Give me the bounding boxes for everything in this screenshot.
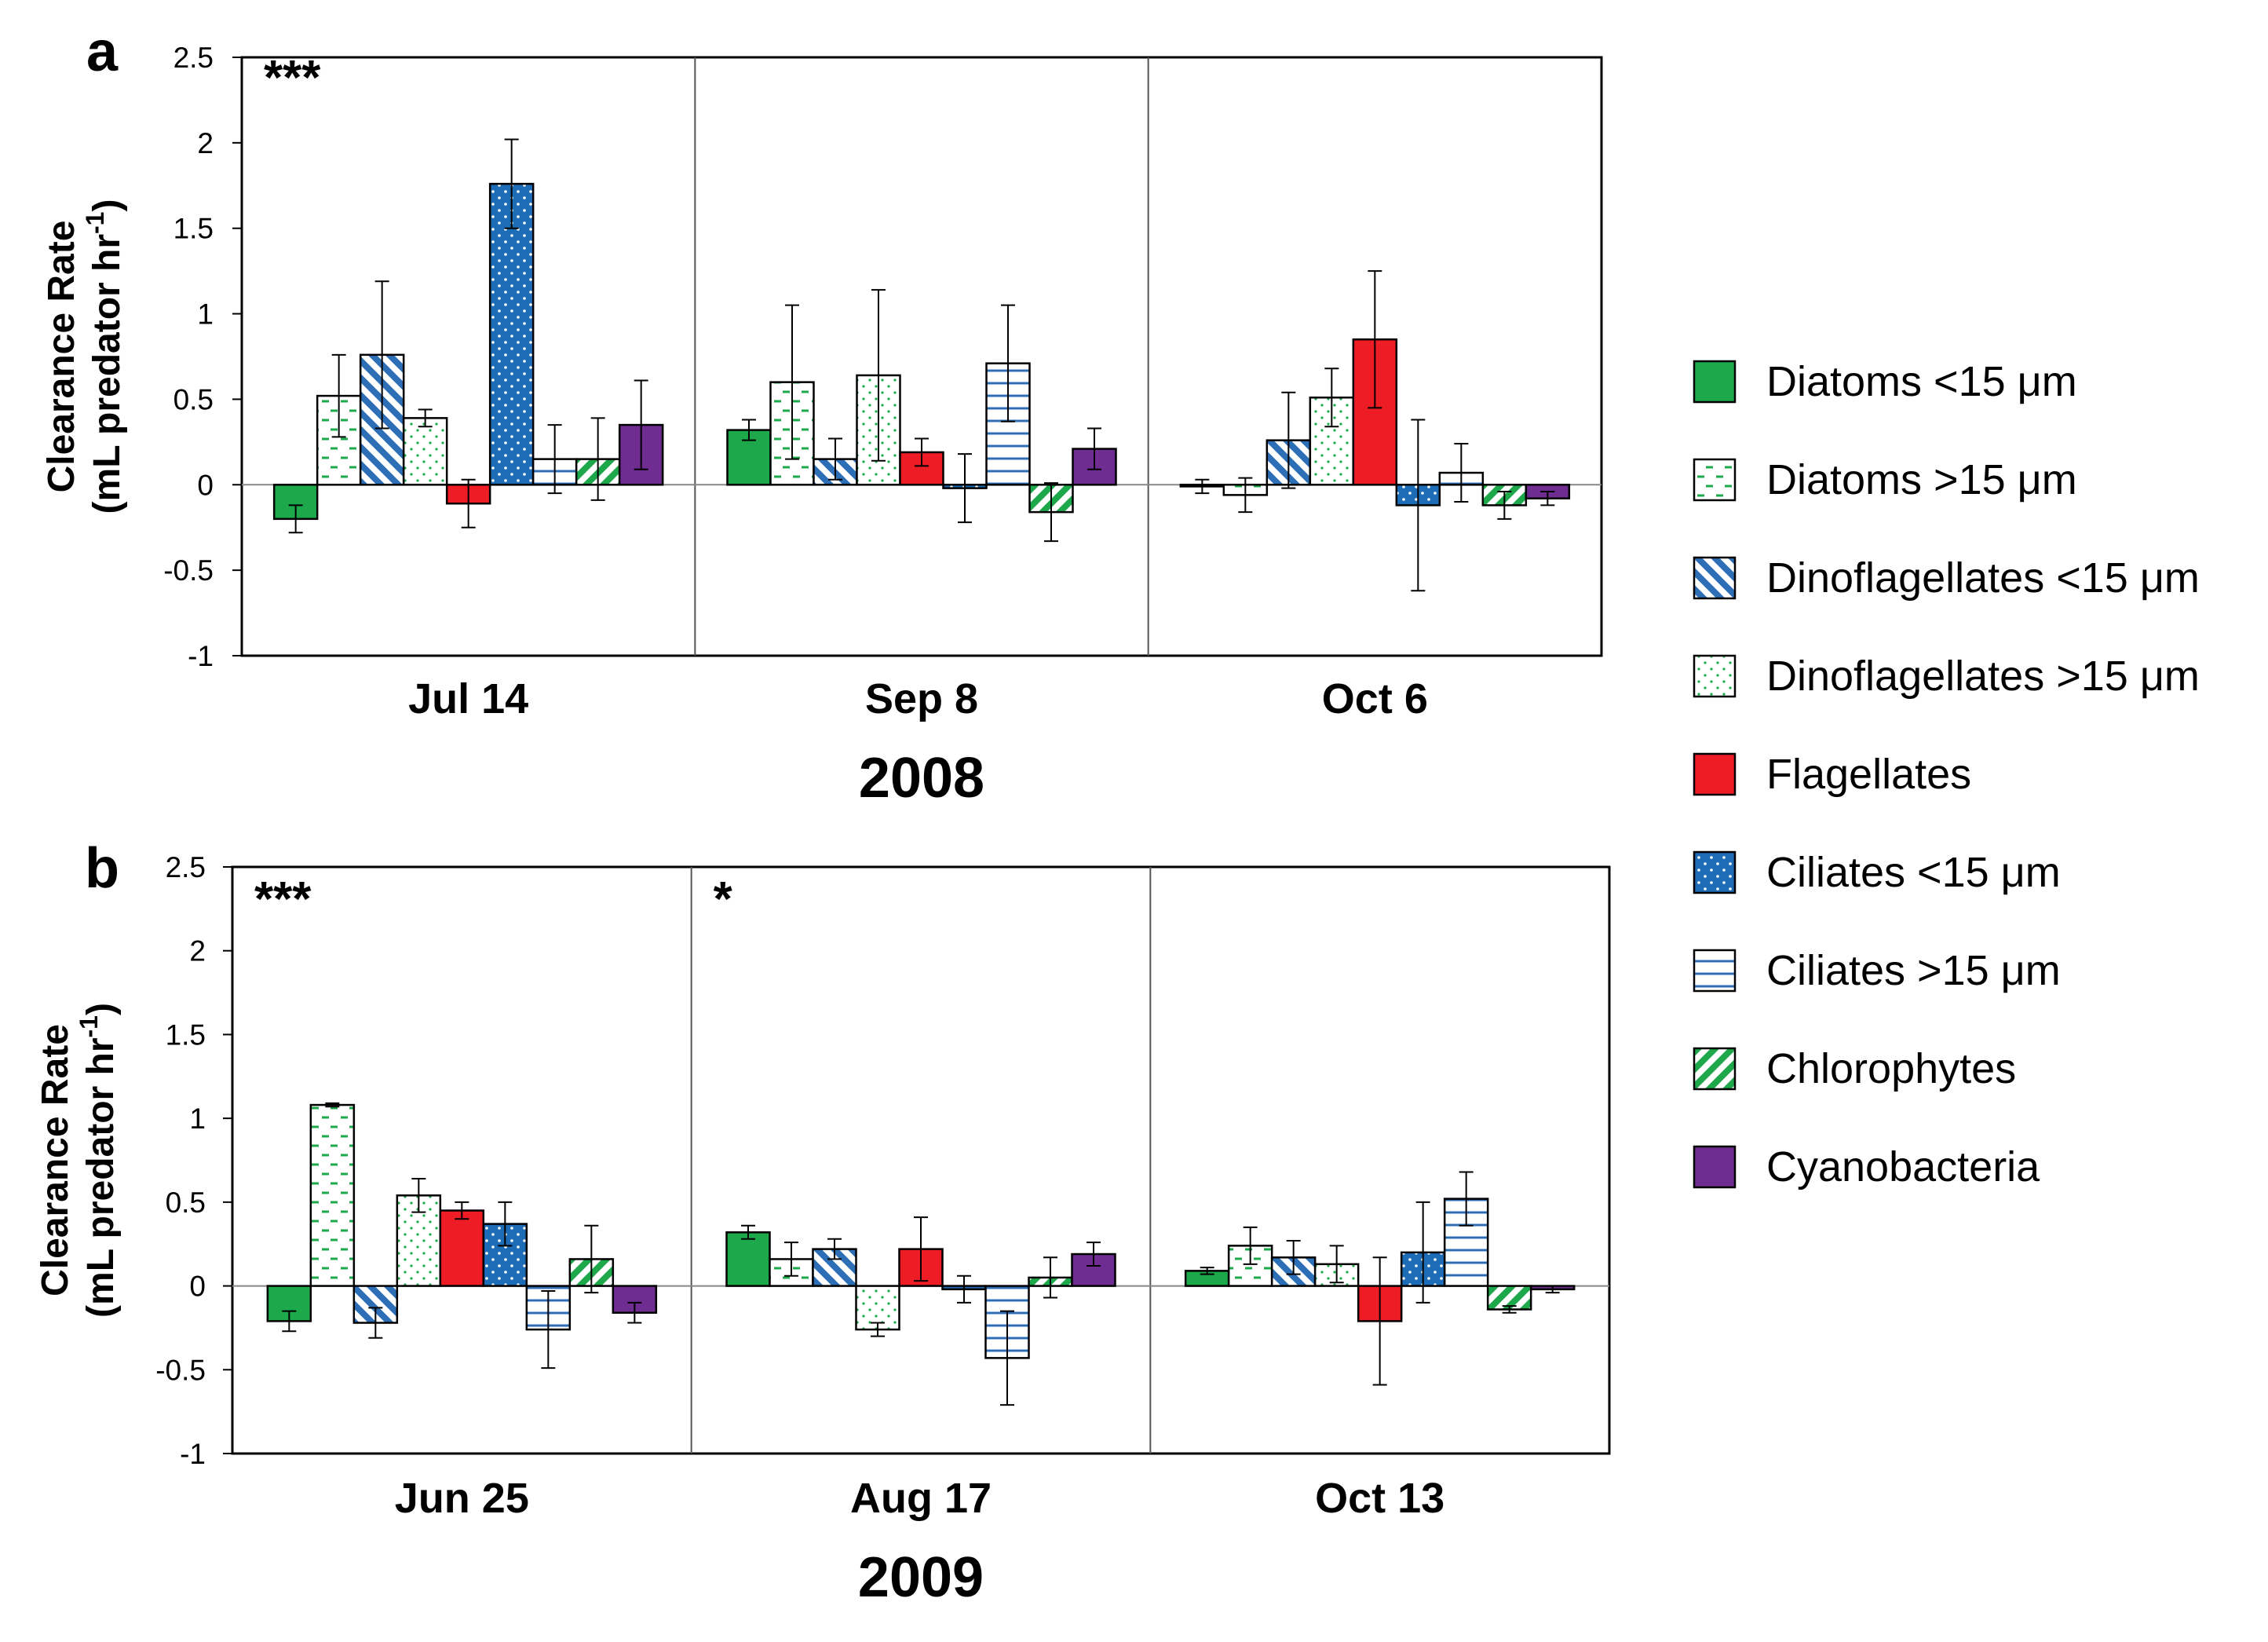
y-tick-label: 1.5 xyxy=(166,1018,206,1051)
legend-label: Flagellates xyxy=(1766,751,1971,798)
date-label: Aug 17 xyxy=(850,1475,992,1522)
legend-item-cyanobacteria: Cyanobacteria xyxy=(1693,1143,2040,1190)
y-tick-label: 1 xyxy=(189,1103,206,1135)
legend-item-ciliates_small: Ciliates <15 μm xyxy=(1693,849,2061,896)
legend-item-dino_small: Dinoflagellates <15 μm xyxy=(1693,554,2200,602)
year-label: 2009 xyxy=(858,1546,984,1609)
legend-item-diatoms_small: Diatoms <15 μm xyxy=(1693,358,2077,405)
legend-item-flagellates: Flagellates xyxy=(1693,751,1971,798)
y-axis-label: Clearance Rate (mL predator hr-1) xyxy=(35,1003,122,1318)
legend-item-dino_large: Dinoflagellates >15 μm xyxy=(1693,653,2200,700)
legend-label: Dinoflagellates >15 μm xyxy=(1766,653,2200,700)
legend-item-diatoms_large: Diatoms >15 μm xyxy=(1693,456,2077,503)
bar-diatoms_large xyxy=(309,1103,356,1287)
legend-label: Diatoms >15 μm xyxy=(1766,456,2077,503)
legend-item-ciliates_large: Ciliates >15 μm xyxy=(1693,947,2061,994)
bar-diatoms_small xyxy=(725,1231,771,1287)
date-label: Oct 6 xyxy=(1322,675,1428,722)
panel-label: a xyxy=(86,20,119,83)
legend-swatch xyxy=(1693,850,1737,894)
date-label: Sep 8 xyxy=(865,675,978,722)
legend-swatch xyxy=(1693,360,1737,404)
y-tick-label: 1.5 xyxy=(173,213,214,245)
legend-swatch xyxy=(1693,1047,1737,1091)
y-tick-label: -1 xyxy=(188,640,214,672)
legend: Diatoms <15 μm Diatoms >15 μm Dinoflagella… xyxy=(1693,358,2200,1190)
panel-label: b xyxy=(85,837,119,900)
y-tick-label: 0.5 xyxy=(166,1187,206,1219)
legend-label: Dinoflagellates <15 μm xyxy=(1766,554,2200,602)
y-tick-label: 0 xyxy=(189,1271,206,1303)
y-tick-label: 2.5 xyxy=(166,851,206,883)
significance-marker: *** xyxy=(264,51,321,105)
y-tick-label: 2 xyxy=(197,127,214,159)
significance-marker: *** xyxy=(254,872,312,927)
y-axis-label: Clearance Rate (mL predator hr-1) xyxy=(41,199,128,514)
date-label: Jun 25 xyxy=(395,1475,529,1522)
bar-dino_large xyxy=(402,417,448,486)
y-tick-label: 2 xyxy=(189,935,206,967)
plot-frame xyxy=(231,865,1611,1455)
bar-flagellates xyxy=(439,1209,485,1287)
y-tick-label: 1 xyxy=(197,298,214,331)
panel-a: 2.5 2 1.5 1 0.5 0 -0.5 -1 Clearance Rate (mL pred… xyxy=(41,20,1603,810)
bar-flagellates xyxy=(1352,338,1398,486)
legend-label: Cyanobacteria xyxy=(1766,1143,2040,1190)
legend-swatch xyxy=(1693,949,1737,993)
y-tick-label: -0.5 xyxy=(155,1354,206,1386)
legend-label: Ciliates <15 μm xyxy=(1766,849,2061,896)
date-label: Oct 13 xyxy=(1315,1475,1444,1522)
legend-label: Ciliates >15 μm xyxy=(1766,947,2061,994)
plot-frame xyxy=(240,56,1603,657)
legend-swatch xyxy=(1693,654,1737,698)
y-tick-label: -0.5 xyxy=(163,554,214,587)
legend-swatch xyxy=(1693,458,1737,502)
significance-marker: * xyxy=(714,872,733,927)
year-label: 2008 xyxy=(859,747,984,810)
legend-label: Chlorophytes xyxy=(1766,1045,2016,1092)
y-tick-label: 2.5 xyxy=(173,42,214,74)
legend-swatch xyxy=(1693,752,1737,796)
y-tick-label: 0 xyxy=(197,469,214,501)
legend-swatch xyxy=(1693,1145,1737,1189)
y-tick-label: 0.5 xyxy=(173,383,214,415)
legend-label: Diatoms <15 μm xyxy=(1766,358,2077,405)
panel-b: 2.5 2 1.5 1 0.5 0 -0.5 -1 Clearance Rate (mL pred… xyxy=(35,837,1611,1609)
legend-swatch xyxy=(1693,556,1737,600)
y-tick-label: -1 xyxy=(180,1438,206,1470)
legend-item-chlorophytes: Chlorophytes xyxy=(1693,1045,2016,1092)
date-label: Jul 14 xyxy=(408,675,528,722)
